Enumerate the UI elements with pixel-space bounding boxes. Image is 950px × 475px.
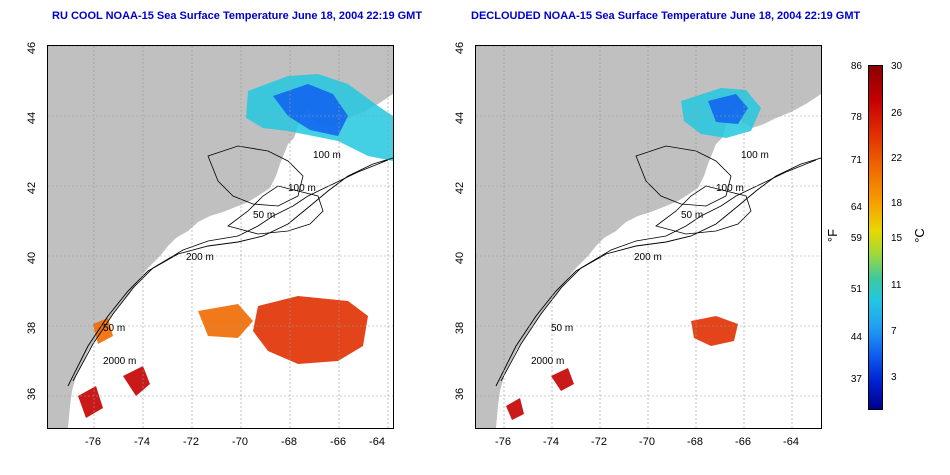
left-x-tick: -70 bbox=[232, 436, 248, 448]
left-x-tick: -74 bbox=[134, 436, 150, 448]
fahrenheit-tick: 64 bbox=[850, 202, 862, 213]
warm-water-patch-5 bbox=[93, 318, 113, 344]
left-y-tick: 44 bbox=[26, 111, 38, 125]
left-sst-map: 100 m 100 m 50 m 200 m 50 m 2000 m bbox=[47, 45, 394, 429]
left-x-tick: -68 bbox=[281, 436, 297, 448]
celsius-tick: 15 bbox=[891, 233, 903, 244]
fahrenheit-tick: 86 bbox=[850, 61, 862, 72]
fahrenheit-tick: 37 bbox=[850, 374, 862, 385]
land-mass bbox=[476, 46, 821, 428]
left-y-tick: 42 bbox=[26, 181, 38, 195]
celsius-tick: 22 bbox=[891, 153, 903, 164]
contour-label-2000m: 2000 m bbox=[531, 356, 564, 367]
fahrenheit-tick: 59 bbox=[850, 233, 862, 244]
right-x-tick: -64 bbox=[783, 436, 799, 448]
temperature-colorbar bbox=[868, 65, 883, 410]
left-y-tick: 40 bbox=[26, 251, 38, 265]
warm-water-patch-2 bbox=[551, 368, 574, 391]
left-x-tick: -66 bbox=[330, 436, 346, 448]
right-x-tick: -72 bbox=[591, 436, 607, 448]
warm-water-patch-2 bbox=[198, 304, 253, 338]
right-x-tick: -74 bbox=[543, 436, 559, 448]
contour-200m bbox=[67, 157, 393, 387]
celsius-tick: 30 bbox=[891, 61, 903, 72]
fahrenheit-tick: 71 bbox=[850, 155, 862, 166]
warm-water-patch-4 bbox=[78, 386, 103, 418]
left-y-tick: 46 bbox=[26, 41, 38, 55]
left-x-tick: -76 bbox=[85, 436, 101, 448]
right-y-tick: 44 bbox=[454, 111, 466, 125]
right-y-tick: 36 bbox=[454, 387, 466, 401]
cold-water-core bbox=[708, 94, 748, 124]
celsius-unit-label: °C bbox=[911, 228, 927, 243]
cold-water-core bbox=[273, 84, 348, 136]
right-y-tick: 46 bbox=[454, 41, 466, 55]
warm-water-patch bbox=[691, 316, 738, 346]
celsius-tick: 18 bbox=[891, 198, 903, 209]
contour-label-50m-b: 50 m bbox=[103, 323, 125, 334]
fahrenheit-unit-label: °F bbox=[825, 228, 841, 243]
contour-gulf bbox=[207, 145, 304, 207]
contour-label-50m: 50 m bbox=[253, 210, 275, 221]
contour-label-50m: 50 m bbox=[681, 210, 703, 221]
contour-gulf bbox=[635, 145, 732, 207]
colorbar-gradient bbox=[869, 66, 882, 409]
right-y-tick: 40 bbox=[454, 251, 466, 265]
contour-label-100m-b: 100 m bbox=[716, 183, 744, 194]
lat-lon-grid bbox=[476, 46, 821, 428]
land-mass bbox=[48, 46, 393, 428]
left-y-tick: 36 bbox=[26, 387, 38, 401]
celsius-tick: 26 bbox=[891, 108, 903, 119]
right-x-tick: -70 bbox=[639, 436, 655, 448]
celsius-tick: 7 bbox=[891, 326, 897, 337]
right-map-title: DECLOUDED NOAA-15 Sea Surface Temperatur… bbox=[471, 10, 861, 22]
right-sst-map: 100 m 100 m 50 m 200 m 50 m 2000 m bbox=[475, 45, 822, 429]
warm-water-patch-3 bbox=[506, 398, 524, 420]
right-y-tick: 38 bbox=[454, 321, 466, 335]
fahrenheit-tick: 51 bbox=[850, 284, 862, 295]
warm-water-patch bbox=[253, 296, 368, 364]
warm-water-patch-3 bbox=[123, 366, 150, 396]
contour-label-100m-b: 100 m bbox=[288, 183, 316, 194]
contour-100m bbox=[500, 159, 817, 382]
right-x-tick: -68 bbox=[687, 436, 703, 448]
lat-lon-grid bbox=[48, 46, 393, 428]
contour-200m bbox=[495, 157, 821, 387]
celsius-tick: 3 bbox=[891, 372, 897, 383]
contour-label-100m-a: 100 m bbox=[313, 150, 341, 161]
fahrenheit-tick: 44 bbox=[850, 332, 862, 343]
contour-100m bbox=[72, 159, 389, 382]
left-x-tick: -72 bbox=[183, 436, 199, 448]
left-y-tick: 38 bbox=[26, 321, 38, 335]
contour-label-200m: 200 m bbox=[634, 252, 662, 263]
celsius-tick: 11 bbox=[891, 280, 902, 291]
right-x-tick: -76 bbox=[495, 436, 511, 448]
contour-label-50m-b: 50 m bbox=[551, 323, 573, 334]
fahrenheit-tick: 78 bbox=[850, 112, 862, 123]
contour-label-200m: 200 m bbox=[186, 252, 214, 263]
right-x-tick: -66 bbox=[735, 436, 751, 448]
right-map-canvas: 100 m 100 m 50 m 200 m 50 m 2000 m bbox=[476, 46, 821, 428]
right-y-tick: 42 bbox=[454, 181, 466, 195]
left-map-canvas: 100 m 100 m 50 m 200 m 50 m 2000 m bbox=[48, 46, 393, 428]
contour-50m bbox=[655, 185, 752, 235]
left-x-tick: -64 bbox=[369, 436, 385, 448]
contour-50m bbox=[227, 185, 324, 235]
contour-label-2000m: 2000 m bbox=[103, 356, 136, 367]
left-map-title: RU COOL NOAA-15 Sea Surface Temperature … bbox=[52, 10, 423, 22]
contour-label-100m-a: 100 m bbox=[741, 150, 769, 161]
